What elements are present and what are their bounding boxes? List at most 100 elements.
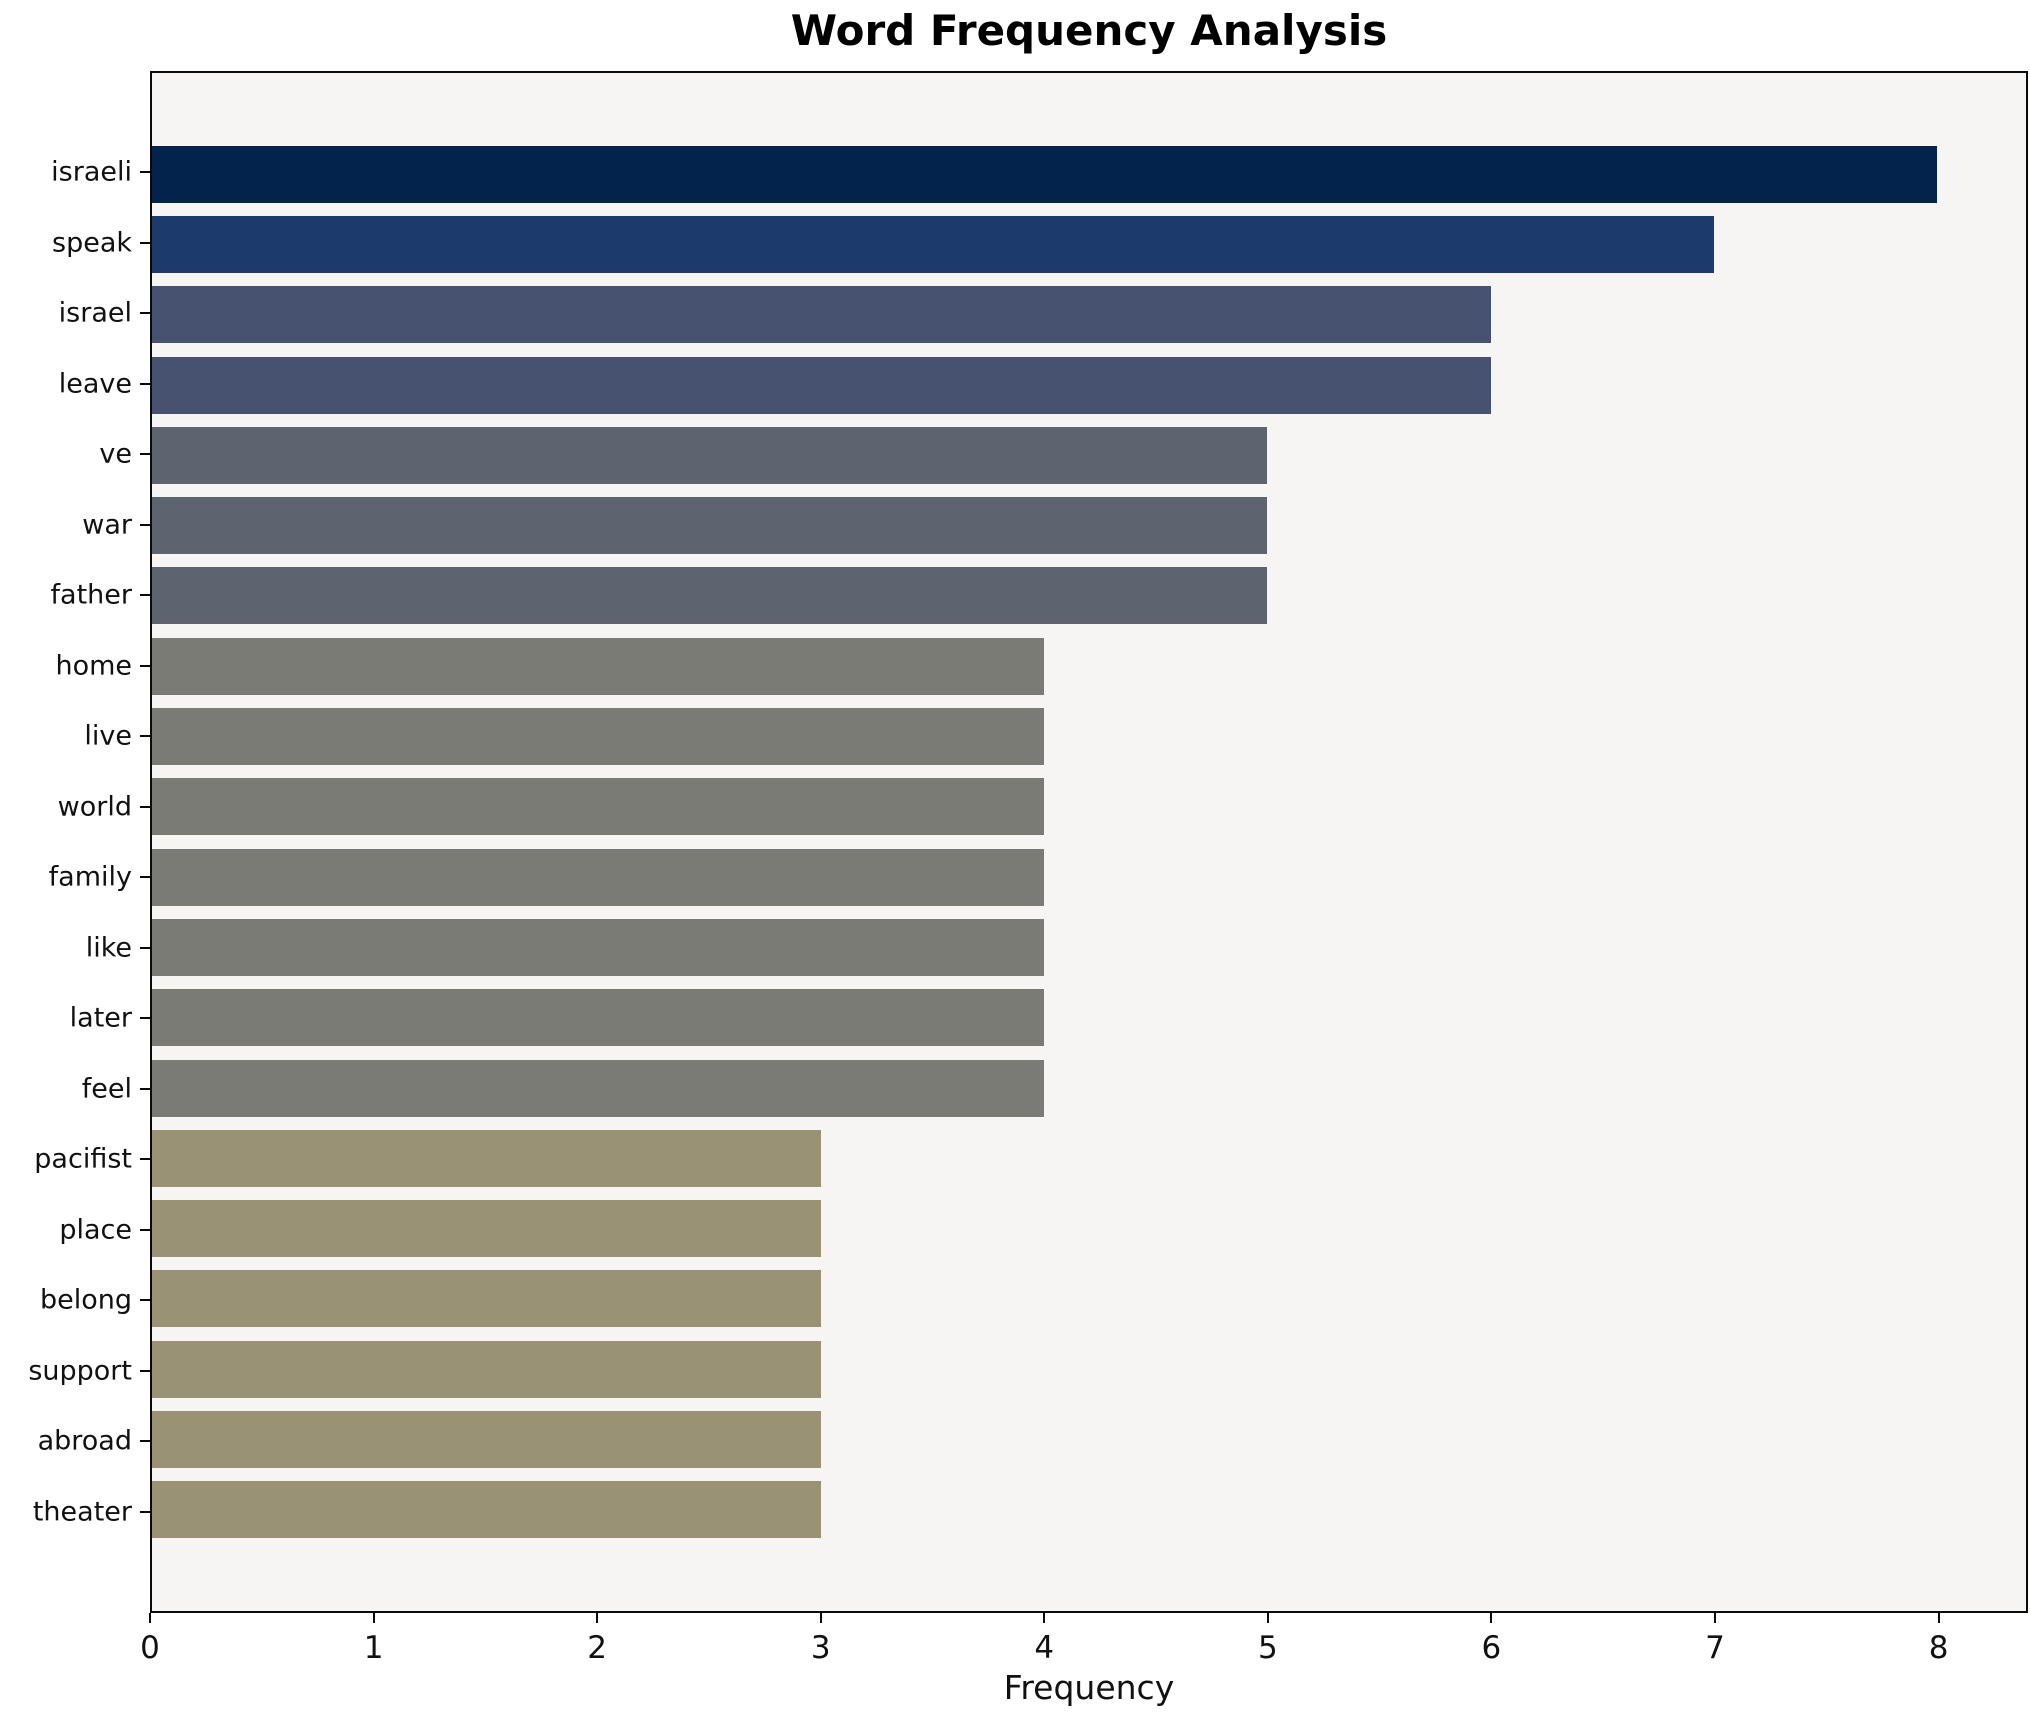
y-tick-label-feel: feel bbox=[81, 1073, 132, 1105]
y-tick-label-world: world bbox=[57, 791, 132, 823]
bar-place bbox=[152, 1200, 822, 1258]
y-tick-label-support: support bbox=[28, 1355, 132, 1387]
y-tick-label-pacifist: pacifist bbox=[34, 1143, 132, 1175]
bar-home bbox=[152, 637, 1045, 695]
bar-row bbox=[152, 1334, 2026, 1404]
y-tick-label-belong: belong bbox=[39, 1284, 132, 1316]
y-tick-label-father: father bbox=[50, 579, 132, 611]
bar-row bbox=[152, 209, 2026, 279]
y-tick-mark bbox=[140, 946, 150, 949]
bar-row bbox=[152, 490, 2026, 560]
x-tick-mark bbox=[1937, 1613, 1940, 1623]
bar-row bbox=[152, 1475, 2026, 1545]
bar-like bbox=[152, 918, 1045, 976]
x-tick-label-2: 2 bbox=[587, 1630, 608, 1666]
bar-row bbox=[152, 912, 2026, 982]
y-tick-mark bbox=[140, 1369, 150, 1372]
y-tick-label-ve: ve bbox=[99, 438, 132, 470]
chart-title: Word Frequency Analysis bbox=[790, 6, 1388, 55]
bar-abroad bbox=[152, 1410, 822, 1468]
bar-speak bbox=[152, 215, 1714, 273]
y-tick-mark bbox=[140, 453, 150, 456]
y-tick-label-leave: leave bbox=[58, 368, 132, 400]
y-tick-mark bbox=[140, 1087, 150, 1090]
bar-later bbox=[152, 989, 1045, 1047]
bar-leave bbox=[152, 356, 1491, 414]
x-tick-label-3: 3 bbox=[810, 1630, 831, 1666]
x-axis-label: Frequency bbox=[1003, 1668, 1175, 1707]
bar-father bbox=[152, 567, 1268, 625]
y-tick-mark bbox=[140, 1299, 150, 1302]
x-tick-mark bbox=[819, 1613, 822, 1623]
bar-pacifist bbox=[152, 1129, 822, 1187]
y-tick-mark bbox=[140, 1510, 150, 1513]
bar-rows bbox=[152, 73, 2026, 1611]
plot-area bbox=[150, 71, 2028, 1613]
bar-row bbox=[152, 561, 2026, 631]
bar-row bbox=[152, 420, 2026, 490]
y-tick-label-family: family bbox=[48, 861, 132, 893]
y-tick-mark bbox=[140, 312, 150, 315]
bar-world bbox=[152, 778, 1045, 836]
bar-israeli bbox=[152, 145, 1937, 203]
y-tick-mark bbox=[140, 876, 150, 879]
y-tick-label-place: place bbox=[59, 1214, 132, 1246]
y-tick-label-live: live bbox=[84, 720, 132, 752]
bar-row bbox=[152, 1264, 2026, 1334]
x-tick-label-8: 8 bbox=[1928, 1630, 1949, 1666]
y-tick-label-speak: speak bbox=[52, 227, 132, 259]
x-tick-mark bbox=[596, 1613, 599, 1623]
bar-row bbox=[152, 1404, 2026, 1474]
bar-row bbox=[152, 842, 2026, 912]
y-tick-mark bbox=[140, 1017, 150, 1020]
y-tick-mark bbox=[140, 664, 150, 667]
y-tick-mark bbox=[140, 805, 150, 808]
bar-row bbox=[152, 701, 2026, 771]
bar-row bbox=[152, 139, 2026, 209]
x-tick-label-6: 6 bbox=[1481, 1630, 1502, 1666]
y-tick-label-home: home bbox=[55, 650, 132, 682]
x-tick-mark bbox=[149, 1613, 151, 1623]
bar-israel bbox=[152, 286, 1491, 344]
x-tick-mark bbox=[1043, 1613, 1046, 1623]
y-tick-mark bbox=[140, 382, 150, 385]
y-tick-label-theater: theater bbox=[32, 1496, 132, 1528]
y-tick-mark bbox=[140, 241, 150, 244]
y-tick-label-like: like bbox=[85, 932, 132, 964]
y-tick-mark bbox=[140, 1158, 150, 1161]
y-tick-mark bbox=[140, 171, 150, 174]
y-tick-label-war: war bbox=[82, 509, 132, 541]
x-tick-label-4: 4 bbox=[1034, 1630, 1055, 1666]
bar-row bbox=[152, 1123, 2026, 1193]
y-tick-label-abroad: abroad bbox=[37, 1425, 132, 1457]
bar-feel bbox=[152, 1059, 1045, 1117]
x-tick-label-5: 5 bbox=[1257, 1630, 1278, 1666]
x-tick-mark bbox=[1714, 1613, 1716, 1623]
bar-family bbox=[152, 848, 1045, 906]
bar-ve bbox=[152, 426, 1268, 484]
y-tick-mark bbox=[140, 594, 150, 597]
y-tick-label-later: later bbox=[69, 1002, 132, 1034]
x-tick-mark bbox=[1266, 1613, 1269, 1623]
x-tick-mark bbox=[372, 1613, 375, 1623]
bar-belong bbox=[152, 1270, 822, 1328]
y-tick-mark bbox=[140, 523, 150, 526]
bar-support bbox=[152, 1340, 822, 1398]
bar-theater bbox=[152, 1481, 822, 1539]
bar-row bbox=[152, 280, 2026, 350]
y-tick-mark bbox=[140, 1228, 150, 1231]
x-tick-label-7: 7 bbox=[1705, 1630, 1725, 1666]
bar-row bbox=[152, 350, 2026, 420]
bar-row bbox=[152, 1053, 2026, 1123]
x-tick-label-1: 1 bbox=[363, 1630, 384, 1666]
bar-war bbox=[152, 497, 1268, 555]
y-tick-mark bbox=[140, 735, 150, 738]
bar-row bbox=[152, 1193, 2026, 1263]
x-tick-mark bbox=[1490, 1613, 1493, 1623]
bar-live bbox=[152, 708, 1045, 766]
x-tick-label-0: 0 bbox=[140, 1630, 160, 1666]
bar-row bbox=[152, 983, 2026, 1053]
y-tick-label-israel: israel bbox=[58, 297, 132, 329]
y-tick-label-israeli: israeli bbox=[51, 156, 132, 188]
